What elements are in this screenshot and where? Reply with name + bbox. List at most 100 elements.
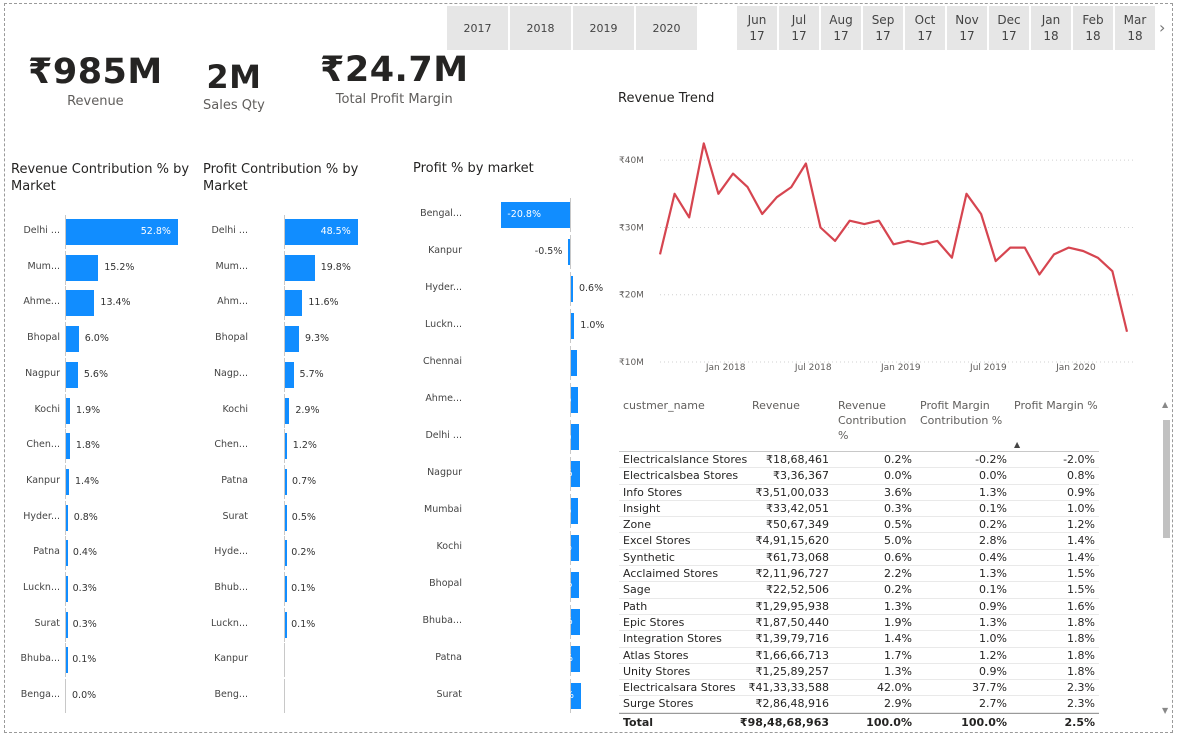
bar-row[interactable]: Kanpur -0.5% bbox=[410, 235, 610, 269]
bar-row[interactable]: Luckn... 1.0% bbox=[410, 309, 610, 343]
bar-row[interactable]: Bhopal 9.3% bbox=[200, 322, 390, 357]
bar[interactable] bbox=[66, 290, 95, 317]
table-row[interactable]: Electricalsbea Stores ₹3,36,367 0.0% 0.0% 0.… bbox=[619, 468, 1099, 485]
bar-row[interactable]: Hyder... 0.6% bbox=[410, 272, 610, 306]
header-revenue[interactable]: Revenue bbox=[752, 399, 800, 412]
bar-row[interactable]: Mum... 19.8% bbox=[200, 250, 390, 285]
table-row[interactable]: Zone ₹50,67,349 0.5% 0.2% 1.2% bbox=[619, 517, 1099, 534]
bar[interactable] bbox=[66, 611, 68, 638]
bar[interactable] bbox=[285, 433, 287, 460]
bar-row[interactable]: Mumbai 2% bbox=[410, 494, 610, 528]
bar-row[interactable]: Ahme... 13.4% bbox=[10, 286, 200, 321]
table-row[interactable]: Info Stores ₹3,51,00,033 3.6% 1.3% 0.9% bbox=[619, 485, 1099, 501]
bar-row[interactable]: Bhub... 0.1% bbox=[200, 572, 390, 606]
bar-row[interactable]: Chen... 1.8% bbox=[10, 429, 200, 464]
month-chip[interactable]: Sep 17 bbox=[863, 6, 903, 50]
bar-row[interactable]: Bhopal% bbox=[410, 568, 610, 602]
month-chip[interactable]: Nov 17 bbox=[947, 6, 987, 50]
header-revenue-contribution[interactable]: Revenue Contribution % bbox=[838, 399, 907, 442]
bar-row[interactable]: Kochi 1.9% bbox=[10, 393, 200, 428]
bar-row[interactable]: Nagpur 6% bbox=[410, 457, 610, 491]
year-chip[interactable]: 2017 bbox=[447, 6, 508, 50]
bar-row[interactable]: Benga... 0.0% bbox=[10, 679, 200, 714]
bar[interactable] bbox=[571, 683, 581, 709]
table-row[interactable]: Surge Stores ₹2,86,48,916 2.9% 2.7% 2.3% bbox=[619, 696, 1099, 713]
bar-row[interactable]: Patna 0.4% bbox=[10, 536, 200, 571]
bar[interactable] bbox=[285, 326, 299, 353]
bar[interactable] bbox=[285, 361, 294, 388]
bar[interactable] bbox=[568, 239, 570, 265]
month-chip[interactable]: Aug 17 bbox=[821, 6, 861, 50]
bar-row[interactable]: Delhi ... 52.8% bbox=[10, 215, 200, 249]
bar[interactable] bbox=[66, 468, 69, 495]
bar-row[interactable]: Delhi ... 48.5% bbox=[200, 215, 390, 249]
month-chip[interactable]: Dec 17 bbox=[989, 6, 1029, 50]
bar-row[interactable]: Kanpur bbox=[200, 643, 390, 678]
bar-row[interactable]: Bhuba...% bbox=[410, 605, 610, 639]
bar[interactable] bbox=[66, 219, 178, 245]
bar[interactable] bbox=[571, 609, 580, 635]
table-row[interactable]: Electricalsara Stores ₹41,33,33,588 42.0% 3… bbox=[619, 680, 1099, 697]
bar[interactable] bbox=[571, 424, 579, 450]
bar[interactable] bbox=[285, 290, 303, 317]
bar-row[interactable]: Delhi ... 3% bbox=[410, 420, 610, 454]
table-row[interactable]: Synthetic ₹61,73,068 0.6% 0.4% 1.4% bbox=[619, 550, 1099, 567]
table-row[interactable]: Unity Stores ₹1,25,89,257 1.3% 0.9% 1.8% bbox=[619, 664, 1099, 681]
bar-row[interactable]: Luckn... 0.1% bbox=[200, 607, 390, 642]
bar[interactable] bbox=[571, 646, 580, 672]
bar-row[interactable]: Surat% bbox=[410, 679, 610, 713]
scroll-down-icon[interactable]: ▼ bbox=[1162, 706, 1169, 715]
bar-row[interactable]: Nagp... 5.7% bbox=[200, 357, 390, 392]
table-row[interactable]: Epic Stores ₹1,87,50,440 1.9% 1.3% 1.8% bbox=[619, 615, 1099, 632]
bar[interactable] bbox=[66, 397, 71, 424]
bar-row[interactable]: Kochi 2.9% bbox=[200, 393, 390, 428]
bar-row[interactable]: Bhuba... 0.1% bbox=[10, 643, 200, 678]
bar[interactable] bbox=[285, 219, 358, 245]
table-row[interactable]: Electricalslance Stores ₹18,68,461 0.2% -0.… bbox=[619, 452, 1099, 469]
bar-row[interactable]: Kanpur 1.4% bbox=[10, 464, 200, 499]
year-chip[interactable]: 2018 bbox=[510, 6, 571, 50]
bar-row[interactable]: Hyder... 0.8% bbox=[10, 500, 200, 535]
bar[interactable] bbox=[66, 254, 99, 281]
month-chip[interactable]: Oct 17 bbox=[905, 6, 945, 50]
month-chip[interactable]: Feb 18 bbox=[1073, 6, 1113, 50]
bar-row[interactable]: Bhopal 6.0% bbox=[10, 322, 200, 357]
bar[interactable] bbox=[571, 461, 580, 487]
month-chip[interactable]: Mar 18 bbox=[1115, 6, 1155, 50]
chevron-right-icon[interactable]: › bbox=[1159, 18, 1166, 37]
bar-row[interactable]: Chen... 1.2% bbox=[200, 429, 390, 464]
table-row[interactable]: Excel Stores ₹4,91,15,620 5.0% 2.8% 1.4% bbox=[619, 533, 1099, 550]
table-row[interactable]: Integration Stores ₹1,39,79,716 1.4% 1.0% 1.… bbox=[619, 631, 1099, 648]
bar[interactable] bbox=[285, 397, 290, 424]
header-profit-margin-pct[interactable]: Profit Margin % bbox=[1014, 399, 1098, 412]
bar[interactable] bbox=[66, 361, 78, 388]
header-profit-margin-contribution[interactable]: Profit Margin Contribution % bbox=[920, 399, 1003, 427]
bar[interactable] bbox=[571, 572, 580, 598]
bar[interactable] bbox=[66, 576, 68, 602]
bar-row[interactable]: Nagpur 5.6% bbox=[10, 357, 200, 392]
bar-row[interactable]: Ahm... 11.6% bbox=[200, 286, 390, 321]
bar[interactable] bbox=[285, 576, 287, 602]
bar[interactable] bbox=[285, 611, 287, 638]
bar-row[interactable]: Patna% bbox=[410, 642, 610, 676]
bar[interactable] bbox=[285, 540, 287, 567]
table-row[interactable]: Atlas Stores ₹1,66,66,713 1.7% 1.2% 1.8% bbox=[619, 648, 1099, 664]
bar[interactable] bbox=[66, 433, 70, 460]
table-row[interactable]: Acclaimed Stores ₹2,11,96,727 2.2% 1.3% 1.5% bbox=[619, 566, 1099, 583]
bar-row[interactable]: Ahme... 2% bbox=[410, 383, 610, 417]
bar-row[interactable]: Bengal... -20.8% bbox=[410, 198, 610, 232]
bar[interactable] bbox=[66, 326, 79, 353]
year-chip[interactable]: 2019 bbox=[573, 6, 634, 50]
scroll-up-icon[interactable]: ▲ bbox=[1162, 400, 1169, 409]
bar-row[interactable]: Chennai 7 bbox=[410, 346, 610, 380]
bar[interactable] bbox=[571, 350, 577, 376]
table-scrollbar[interactable]: ▲ ▼ bbox=[1161, 398, 1171, 720]
table-row[interactable]: Insight ₹33,42,051 0.3% 0.1% 1.0% bbox=[619, 501, 1099, 518]
bar[interactable] bbox=[501, 202, 570, 228]
table-row[interactable]: Path ₹1,29,95,938 1.3% 0.9% 1.6% bbox=[619, 599, 1099, 615]
bar[interactable] bbox=[285, 468, 287, 495]
month-chip[interactable]: Jan 18 bbox=[1031, 6, 1071, 50]
bar[interactable] bbox=[571, 498, 579, 524]
month-chip[interactable]: Jun 17 bbox=[737, 6, 777, 50]
bar-row[interactable]: Kochi% bbox=[410, 531, 610, 565]
